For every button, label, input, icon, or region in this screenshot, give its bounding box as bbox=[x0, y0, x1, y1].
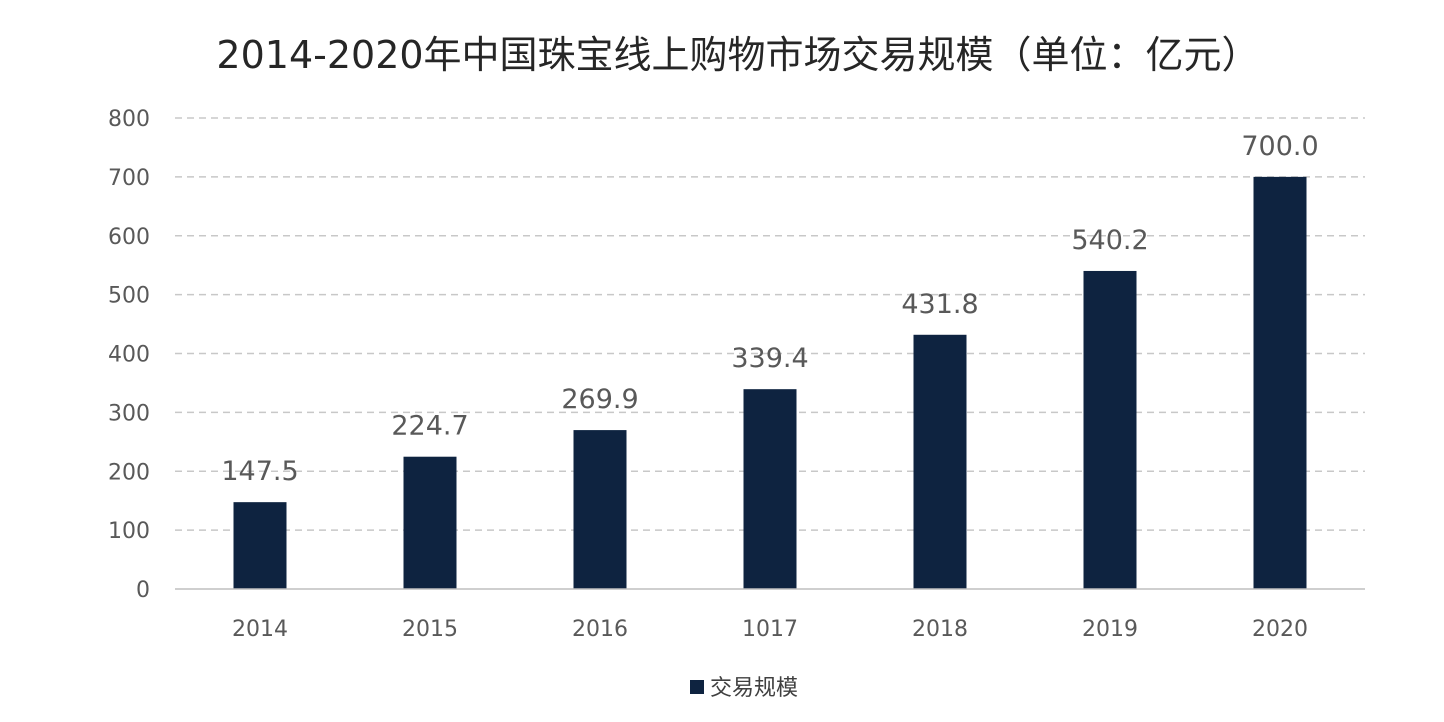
data-labels: 147.5 224.7 269.9 339.4 431.8 540.2 700.0 bbox=[221, 131, 1318, 487]
bar-2016 bbox=[573, 430, 627, 589]
y-tick-label: 0 bbox=[136, 578, 150, 603]
bar-2018 bbox=[913, 334, 967, 589]
y-tick-label: 300 bbox=[108, 401, 150, 426]
y-tick-label: 600 bbox=[108, 225, 150, 250]
legend-label: 交易规模 bbox=[710, 676, 798, 701]
chart-title: 2014-2020年中国珠宝线上购物市场交易规模（单位：亿元） bbox=[216, 33, 1259, 77]
bar-1017 bbox=[743, 389, 797, 589]
x-tick-label: 2016 bbox=[572, 617, 628, 642]
x-tick-label: 2020 bbox=[1252, 617, 1308, 642]
x-tick-label: 2015 bbox=[402, 617, 458, 642]
bars bbox=[233, 176, 1307, 589]
x-tick-label: 2018 bbox=[912, 617, 968, 642]
legend: 交易规模 bbox=[690, 676, 798, 701]
y-tick-label: 200 bbox=[108, 460, 150, 485]
data-label: 269.9 bbox=[561, 384, 638, 415]
data-label: 431.8 bbox=[901, 289, 978, 320]
x-tick-label: 1017 bbox=[742, 617, 798, 642]
y-tick-label: 700 bbox=[108, 166, 150, 191]
x-tick-label: 2019 bbox=[1082, 617, 1138, 642]
y-tick-label: 400 bbox=[108, 343, 150, 368]
data-label: 224.7 bbox=[391, 411, 468, 442]
y-tick-label: 500 bbox=[108, 284, 150, 309]
data-label: 147.5 bbox=[221, 456, 298, 487]
bar-2020 bbox=[1253, 176, 1307, 589]
y-tick-label: 100 bbox=[108, 519, 150, 544]
data-label: 540.2 bbox=[1071, 225, 1148, 256]
bar-2014 bbox=[233, 502, 287, 589]
bar-2019 bbox=[1083, 270, 1137, 589]
legend-swatch bbox=[690, 680, 704, 694]
x-tick-label: 2014 bbox=[232, 617, 288, 642]
bar-2015 bbox=[403, 456, 457, 589]
y-axis-ticks: 0 100 200 300 400 500 600 700 800 bbox=[108, 107, 150, 603]
x-axis-ticks: 2014 2015 2016 1017 2018 2019 2020 bbox=[232, 617, 1308, 642]
data-label: 339.4 bbox=[731, 343, 808, 374]
data-label: 700.0 bbox=[1241, 131, 1318, 162]
y-tick-label: 800 bbox=[108, 107, 150, 132]
